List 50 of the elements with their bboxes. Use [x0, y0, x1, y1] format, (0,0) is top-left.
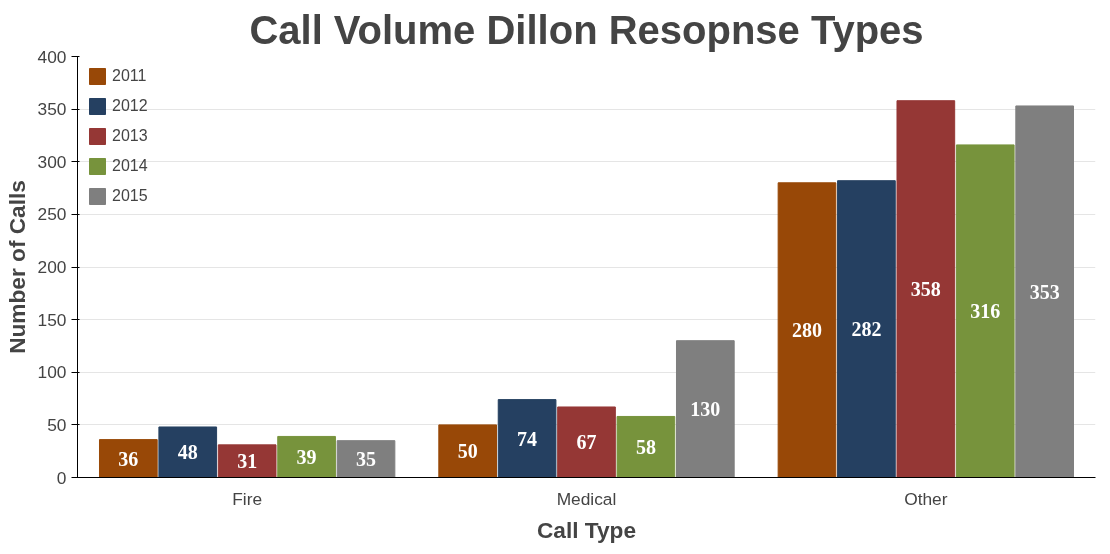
bar	[837, 180, 896, 478]
x-tick-label: Fire	[232, 488, 263, 509]
legend-label: 2013	[112, 127, 148, 145]
bar	[336, 440, 396, 478]
bar	[557, 406, 616, 478]
x-tick-label: Other	[904, 488, 948, 509]
bar	[955, 144, 1015, 478]
y-tick-label: 150	[37, 309, 67, 330]
x-axis-title: Call Type	[536, 516, 637, 543]
y-tick-label: 400	[37, 46, 67, 67]
y-tick-label: 50	[47, 414, 67, 435]
data-label: 353	[1029, 280, 1060, 303]
y-tick-label: 100	[37, 362, 67, 383]
bar	[675, 340, 735, 478]
bar	[158, 426, 218, 478]
y-tick-label: 250	[37, 204, 67, 225]
y-tick-label: 300	[37, 151, 67, 172]
y-tick-label: 0	[56, 467, 67, 488]
data-label: 282	[851, 318, 882, 341]
legend-label: 2011	[112, 67, 147, 85]
data-label: 74	[517, 427, 538, 450]
y-axis-title: Number of Calls	[3, 180, 30, 354]
bar	[777, 182, 837, 478]
legend-label: 2014	[112, 157, 148, 175]
bar	[438, 424, 498, 478]
data-label: 280	[792, 319, 822, 342]
legend-label: 2015	[112, 187, 148, 205]
bar	[616, 415, 676, 478]
chart-title: Call Volume Dillon Resopnse Types	[249, 7, 924, 52]
data-label: 67	[576, 431, 597, 454]
data-label: 316	[970, 300, 1001, 323]
bar	[277, 435, 336, 478]
y-tick-label: 350	[37, 99, 67, 120]
bar	[896, 100, 956, 478]
bar	[497, 399, 557, 478]
data-label: 48	[177, 441, 198, 464]
data-label: 50	[457, 440, 478, 463]
data-label: 35	[356, 448, 376, 471]
bar	[98, 439, 158, 478]
bar	[1015, 105, 1075, 478]
data-label: 31	[237, 450, 258, 473]
legend-label: 2012	[112, 97, 148, 115]
data-label: 130	[690, 398, 721, 421]
y-tick-label: 200	[37, 257, 67, 277]
data-label: 58	[635, 435, 656, 458]
x-tick-label: Medical	[556, 488, 617, 509]
data-label: 39	[296, 445, 317, 468]
data-label: 358	[910, 278, 941, 301]
data-label: 36	[118, 447, 139, 470]
bar	[217, 444, 277, 478]
